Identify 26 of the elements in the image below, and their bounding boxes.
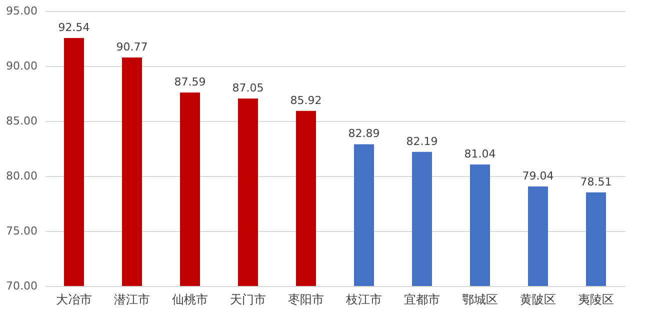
y-tick-label: 90.00: [6, 60, 38, 72]
y-tick-label: 80.00: [6, 170, 38, 182]
x-tick-label: 鄂城区: [462, 292, 498, 306]
data-label: 90.77: [116, 40, 148, 54]
data-label: 92.54: [58, 21, 90, 34]
x-tick-label: 枝江市: [345, 292, 382, 306]
data-label: 82.89: [348, 127, 380, 140]
data-label: 79.04: [522, 170, 554, 183]
data-label: 82.19: [406, 134, 438, 148]
data-label: 87.59: [174, 76, 206, 89]
data-label: 85.92: [290, 94, 322, 107]
y-tick-label: 95.00: [6, 4, 38, 18]
data-label: 78.51: [580, 175, 612, 188]
x-tick-label: 宜都市: [404, 292, 440, 306]
y-tick-label: 70.00: [6, 280, 38, 292]
y-tick-label: 85.00: [6, 114, 38, 128]
data-label: 81.04: [464, 148, 496, 161]
x-tick-label: 黄陂区: [520, 292, 556, 306]
x-tick-label: 天门市: [230, 292, 266, 306]
x-tick-label: 夷陵区: [578, 292, 614, 306]
x-tick-label: 仙桃市: [172, 292, 208, 306]
x-tick-label: 大冶市: [56, 292, 92, 306]
x-tick-label: 潜江市: [114, 292, 150, 306]
x-tick-label: 枣阳市: [288, 292, 324, 306]
y-tick-label: 75.00: [6, 224, 38, 238]
data-label: 87.05: [232, 81, 264, 94]
